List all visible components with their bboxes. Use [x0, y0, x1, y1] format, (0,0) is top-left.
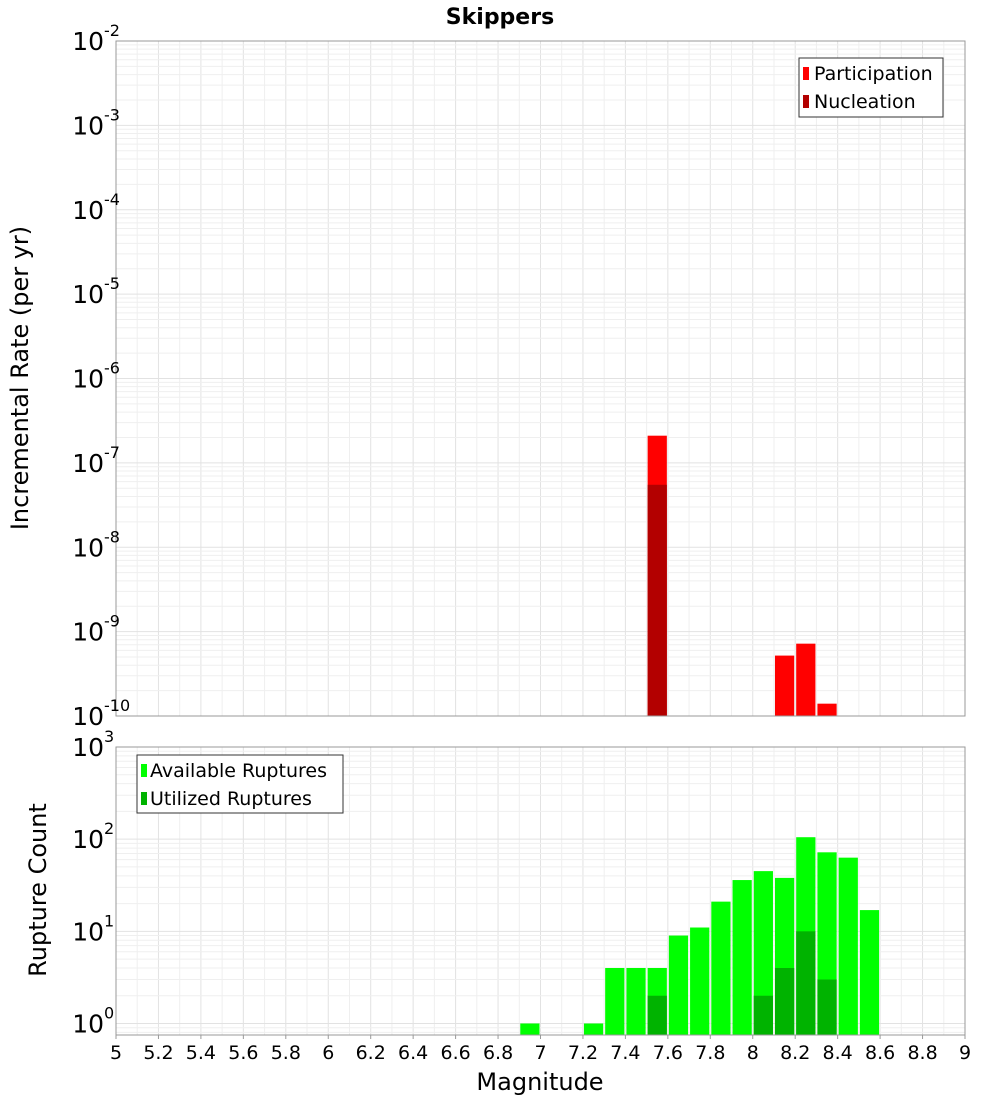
x-tick-label: 5.6	[228, 1042, 258, 1064]
legend-label-nucleation: Nucleation	[814, 91, 916, 113]
x-tick-label: 7	[534, 1042, 546, 1064]
count-y-tick-exponent: 3	[104, 727, 114, 746]
x-tick-label: 5	[110, 1042, 122, 1064]
legend-label-utilized: Utilized Ruptures	[150, 788, 312, 810]
bar-available-ruptures	[583, 1023, 604, 1035]
rate-y-tick-exponent: -8	[104, 527, 120, 546]
bar-nucleation	[647, 484, 667, 716]
rate-y-tick-base: 10	[72, 533, 104, 562]
chart-title: Skippers	[446, 5, 554, 30]
legend-label-available: Available Ruptures	[150, 760, 327, 782]
rate-plot-frame	[115, 40, 966, 717]
x-tick-label: 7.8	[695, 1042, 725, 1064]
rate-y-tick-exponent: -5	[104, 274, 120, 293]
legend-label-participation: Participation	[814, 63, 933, 85]
x-tick-label: 8.4	[823, 1042, 853, 1064]
rate-y-tick-base: 10	[72, 702, 104, 731]
x-tick-label: 5.8	[271, 1042, 301, 1064]
x-tick-label: 6.4	[398, 1042, 428, 1064]
x-tick-label: 5.4	[186, 1042, 216, 1064]
bar-available-ruptures	[711, 901, 731, 1035]
rate-y-tick-exponent: -4	[104, 190, 120, 209]
bar-available-ruptures	[520, 1023, 540, 1035]
x-tick-label: 9	[959, 1042, 971, 1064]
count-legend: Available Ruptures Utilized Ruptures	[136, 754, 344, 814]
bar-available-ruptures	[690, 927, 710, 1035]
legend-swatch-available	[141, 764, 147, 777]
bar-participation	[817, 703, 837, 716]
x-tick-label: 7.6	[653, 1042, 683, 1064]
bar-available-ruptures	[859, 910, 880, 1035]
count-y-tick-base: 10	[72, 825, 104, 854]
x-tick-label: 6	[322, 1042, 334, 1064]
rate-y-tick-base: 10	[72, 196, 104, 225]
rate-y-tick-exponent: -9	[104, 612, 120, 631]
x-tick-label: 6.2	[356, 1042, 386, 1064]
count-y-tick-exponent: 0	[104, 1003, 114, 1022]
rate-y-tick-base: 10	[72, 280, 104, 309]
x-tick-label: 8.6	[865, 1042, 895, 1064]
count-y-axis-label: Rupture Count	[24, 803, 52, 977]
legend-swatch-utilized	[141, 792, 147, 805]
x-ticks: 5 5.2 5.4 5.6 5.8 6 6.2 6.4 6.6 6.8 7 7.2 7.4 7.6 7.8 8…	[110, 1035, 971, 1064]
x-axis-label: Magnitude	[476, 1068, 603, 1096]
x-tick-label: 7.2	[568, 1042, 598, 1064]
rate-y-tick-base: 10	[72, 449, 104, 478]
rate-y-tick-exponent: -6	[104, 359, 120, 378]
rate-y-tick-exponent: -2	[104, 21, 120, 40]
x-tick-label: 6.8	[483, 1042, 513, 1064]
x-tick-label: 8.8	[907, 1042, 937, 1064]
bar-available-ruptures	[668, 935, 689, 1035]
count-bars	[520, 837, 880, 1035]
x-tick-label: 6.6	[440, 1042, 470, 1064]
bar-available-ruptures	[753, 871, 773, 1035]
x-tick-label: 8	[747, 1042, 759, 1064]
x-tick-label: 7.4	[610, 1042, 640, 1064]
bar-available-ruptures	[605, 967, 625, 1035]
bar-utilized-ruptures	[753, 995, 773, 1035]
count-y-tick-base: 10	[72, 917, 104, 946]
count-y-tick-exponent: 1	[104, 911, 114, 930]
rate-y-tick-base: 10	[72, 111, 104, 140]
rate-bars	[647, 435, 837, 716]
x-tick-label: 5.2	[143, 1042, 173, 1064]
rate-y-tick-exponent: -10	[104, 696, 130, 715]
bar-available-ruptures	[626, 967, 646, 1035]
bar-utilized-ruptures	[796, 931, 816, 1035]
bar-available-ruptures	[732, 880, 752, 1035]
x-tick-label: 8.2	[780, 1042, 810, 1064]
bar-participation	[796, 643, 816, 716]
rate-y-tick-base: 10	[72, 365, 104, 394]
count-y-tick-exponent: 2	[104, 819, 114, 838]
rate-legend: Participation Nucleation	[798, 57, 944, 118]
bar-utilized-ruptures	[774, 967, 795, 1035]
rate-y-tick-exponent: -3	[104, 105, 120, 124]
rate-y-tick-base: 10	[72, 618, 104, 647]
rate-y-axis-label: Incremental Rate (per yr)	[6, 226, 34, 530]
bar-utilized-ruptures	[647, 995, 667, 1035]
count-y-tick-base: 10	[72, 733, 104, 762]
legend-swatch-participation	[803, 67, 809, 80]
bar-available-ruptures	[838, 857, 858, 1035]
rate-y-tick-base: 10	[72, 27, 104, 56]
legend-swatch-nucleation	[803, 95, 809, 108]
count-y-tick-base: 10	[72, 1009, 104, 1038]
rate-y-tick-exponent: -7	[104, 443, 120, 462]
bar-participation	[774, 655, 795, 716]
bar-utilized-ruptures	[817, 979, 837, 1035]
rate-panel-grid	[115, 40, 966, 717]
